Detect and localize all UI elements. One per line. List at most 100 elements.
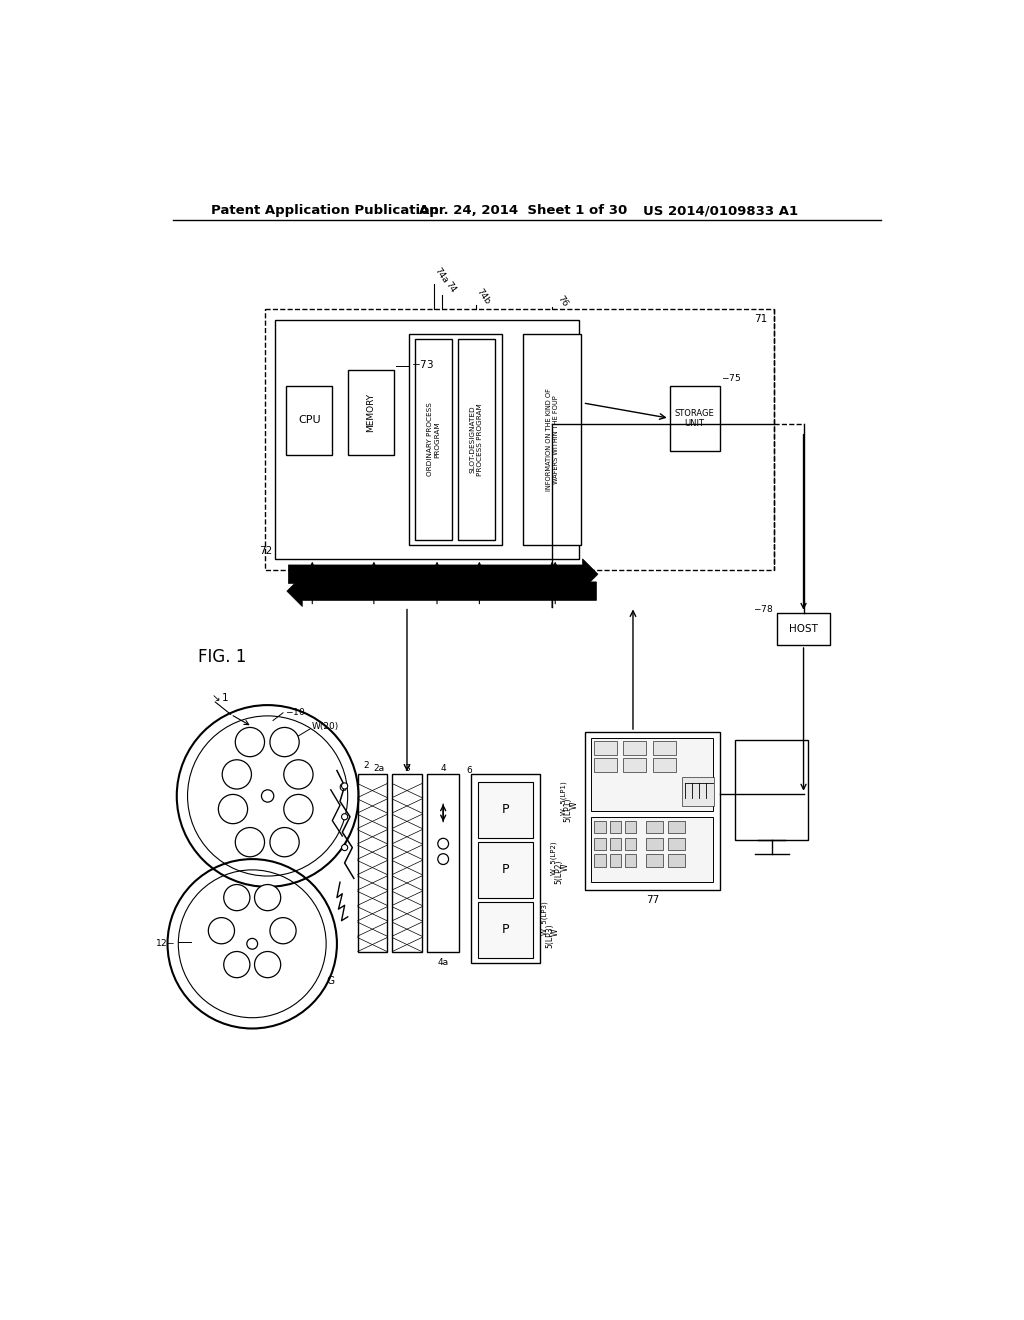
Bar xyxy=(609,854,621,867)
Text: 4a: 4a xyxy=(437,958,449,966)
Bar xyxy=(646,821,664,833)
Bar xyxy=(625,821,637,833)
Circle shape xyxy=(438,854,449,865)
Circle shape xyxy=(222,760,252,789)
Text: 2: 2 xyxy=(364,760,369,770)
Bar xyxy=(652,758,676,772)
Bar xyxy=(652,742,676,755)
Circle shape xyxy=(342,783,348,789)
Bar xyxy=(591,817,714,882)
Circle shape xyxy=(223,952,250,978)
Polygon shape xyxy=(287,576,596,607)
Text: 72: 72 xyxy=(259,546,272,556)
Text: SLOT-DESIGNATED
PROCESS PROGRAM: SLOT-DESIGNATED PROCESS PROGRAM xyxy=(470,403,482,475)
Text: 3: 3 xyxy=(404,764,410,772)
Text: W  5(LP3): W 5(LP3) xyxy=(542,902,548,936)
Bar xyxy=(392,775,422,952)
Bar xyxy=(427,775,460,952)
Bar xyxy=(478,842,534,898)
Text: US 2014/0109833 A1: US 2014/0109833 A1 xyxy=(643,205,798,218)
Circle shape xyxy=(236,727,264,756)
Text: 6: 6 xyxy=(467,766,472,775)
Bar xyxy=(478,781,534,838)
Bar xyxy=(624,758,646,772)
Text: 77: 77 xyxy=(645,895,658,906)
Circle shape xyxy=(247,939,258,949)
Circle shape xyxy=(270,917,296,944)
Text: 5(LP2): 5(LP2) xyxy=(554,859,563,883)
Bar xyxy=(416,339,453,540)
Bar xyxy=(609,821,621,833)
Circle shape xyxy=(223,884,250,911)
Bar xyxy=(594,854,605,867)
Bar xyxy=(265,309,773,570)
Text: W  5(LP1): W 5(LP1) xyxy=(560,781,566,816)
Text: W(20): W(20) xyxy=(311,722,339,731)
Text: $-$75: $-$75 xyxy=(721,372,741,383)
Circle shape xyxy=(236,828,264,857)
Bar xyxy=(646,854,664,867)
Text: W  5(LP2): W 5(LP2) xyxy=(551,842,557,875)
Text: 74a: 74a xyxy=(432,265,450,285)
Text: $\searrow$1: $\searrow$1 xyxy=(209,692,229,704)
Text: 5(LP1): 5(LP1) xyxy=(563,797,572,822)
Text: 2a: 2a xyxy=(373,764,384,772)
Bar xyxy=(348,370,394,455)
Circle shape xyxy=(270,727,299,756)
Bar xyxy=(594,758,617,772)
Bar xyxy=(668,854,685,867)
Text: 71: 71 xyxy=(754,314,767,325)
Bar xyxy=(458,339,495,540)
Bar xyxy=(275,321,580,558)
Bar xyxy=(594,821,605,833)
Circle shape xyxy=(255,952,281,978)
Text: Apr. 24, 2014  Sheet 1 of 30: Apr. 24, 2014 Sheet 1 of 30 xyxy=(419,205,628,218)
Text: P: P xyxy=(502,924,509,936)
Text: MEMORY: MEMORY xyxy=(367,393,376,432)
Text: ORDINARY PROCESS
PROGRAM: ORDINARY PROCESS PROGRAM xyxy=(427,403,440,477)
Circle shape xyxy=(342,845,348,850)
Text: HOST: HOST xyxy=(790,624,818,634)
Bar xyxy=(625,854,637,867)
Bar xyxy=(735,739,808,840)
Text: $-$78: $-$78 xyxy=(753,602,773,614)
Text: $-$10: $-$10 xyxy=(285,706,305,717)
Bar xyxy=(471,775,541,964)
Circle shape xyxy=(218,795,248,824)
Text: FIG. 1: FIG. 1 xyxy=(199,648,247,667)
Bar xyxy=(646,837,664,850)
Bar xyxy=(357,775,387,952)
Text: $-$73: $-$73 xyxy=(411,358,434,370)
Text: INFORMATION ON THE KIND OF
WAFERS WITHIN THE FOUP: INFORMATION ON THE KIND OF WAFERS WITHIN… xyxy=(546,388,559,491)
Text: W: W xyxy=(569,801,579,809)
Bar xyxy=(594,742,617,755)
Text: P: P xyxy=(502,804,509,816)
Text: 76: 76 xyxy=(556,293,570,308)
Circle shape xyxy=(284,795,313,824)
Text: 74: 74 xyxy=(443,280,457,294)
Bar xyxy=(625,837,637,850)
Text: W: W xyxy=(551,928,560,936)
Text: P: P xyxy=(502,863,509,876)
Text: CPU: CPU xyxy=(298,416,321,425)
Circle shape xyxy=(270,828,299,857)
Bar xyxy=(594,837,605,850)
Circle shape xyxy=(261,789,273,803)
Text: STORAGE
UNIT: STORAGE UNIT xyxy=(675,409,715,428)
Bar xyxy=(585,733,720,890)
Bar xyxy=(682,776,714,807)
Text: G: G xyxy=(338,783,346,793)
Circle shape xyxy=(284,760,313,789)
Text: 12$-$: 12$-$ xyxy=(156,937,175,948)
Circle shape xyxy=(255,884,281,911)
Bar xyxy=(777,612,829,645)
Text: 4: 4 xyxy=(440,764,446,772)
Text: Patent Application Publication: Patent Application Publication xyxy=(211,205,439,218)
Circle shape xyxy=(342,813,348,820)
Text: 5(LP3): 5(LP3) xyxy=(545,924,554,948)
Bar xyxy=(286,385,333,455)
Bar xyxy=(668,821,685,833)
Text: 74b: 74b xyxy=(475,288,492,306)
Circle shape xyxy=(208,917,234,944)
Bar xyxy=(668,837,685,850)
